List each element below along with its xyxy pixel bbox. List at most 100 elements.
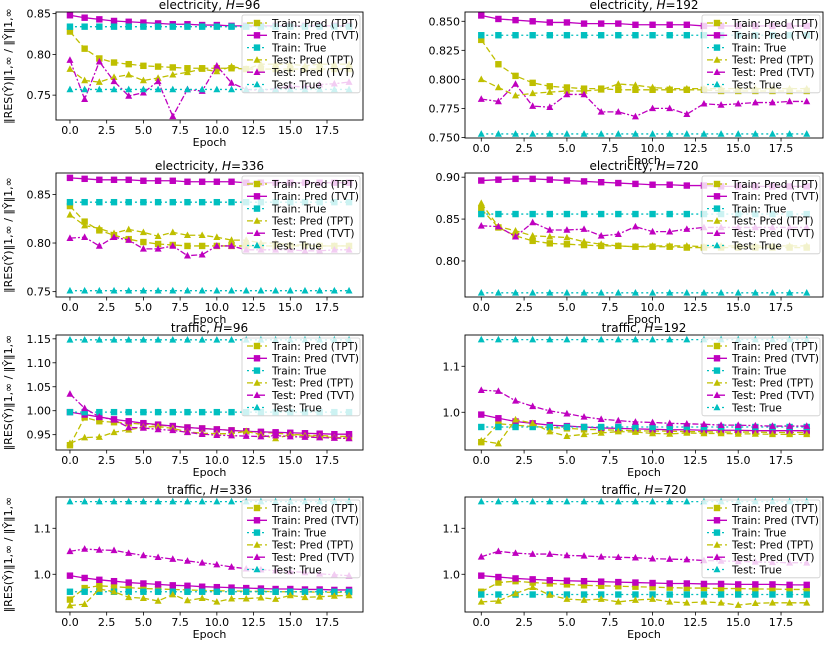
data-point [110, 497, 118, 505]
legend-marker [253, 379, 261, 386]
x-tick-label: 15.0 [278, 454, 303, 467]
data-point [184, 588, 191, 595]
x-tick-label: 10.0 [640, 301, 665, 314]
x-tick-label: 5.0 [135, 124, 153, 137]
data-point [495, 32, 502, 39]
data-point [478, 177, 485, 184]
data-point [301, 588, 309, 595]
x-tick-label: 0.0 [473, 301, 491, 314]
x-tick-label: 0.0 [61, 454, 79, 467]
data-point [139, 551, 147, 559]
x-axis-label: Epoch [627, 313, 661, 326]
legend-label: Test: Pred (TPT) [271, 55, 354, 67]
data-point [140, 177, 147, 184]
x-tick-label: 0.0 [473, 616, 491, 629]
data-point [580, 130, 588, 137]
data-point [666, 32, 673, 39]
data-point [66, 23, 74, 30]
legend-marker [253, 205, 261, 212]
data-point [198, 178, 206, 185]
data-point [494, 387, 502, 394]
data-point [242, 427, 250, 435]
x-tick-label: 0.0 [61, 616, 79, 629]
data-point [546, 240, 553, 247]
data-point [597, 415, 605, 422]
legend-marker [253, 68, 261, 75]
data-point [95, 85, 103, 93]
y-tick-label: 0.85 [436, 213, 461, 226]
data-point [125, 579, 132, 586]
x-tick-label: 12.5 [241, 616, 266, 629]
data-point [66, 174, 74, 182]
legend-marker [713, 391, 721, 398]
data-point [734, 421, 742, 428]
data-point [529, 497, 537, 505]
data-point [580, 210, 588, 218]
chart-title: traffic, H=720 [602, 483, 687, 497]
legend-marker [713, 541, 721, 548]
data-point [110, 583, 118, 590]
data-point [213, 198, 221, 206]
data-point [495, 423, 502, 431]
data-point [717, 101, 725, 108]
subplot-1: 0.0 2.5 5.0 7.5 10.0 12.5 15.0 17.5 0.75 0.80 0.85… [2, 0, 364, 149]
data-point [632, 32, 639, 39]
y-tick-label: 1.1 [443, 522, 461, 535]
legend-box [241, 499, 361, 579]
data-point [169, 497, 177, 505]
data-point [477, 289, 485, 296]
data-point [546, 591, 554, 598]
data-point [666, 227, 674, 235]
data-point [495, 420, 502, 427]
data-point [580, 591, 588, 598]
data-point [563, 210, 571, 218]
legend-box [701, 499, 821, 579]
legend-marker [253, 403, 261, 411]
data-point [495, 15, 502, 23]
data-point [169, 555, 177, 562]
x-tick-label: 15.0 [278, 301, 303, 314]
data-point [512, 423, 519, 431]
legend-label: Test: Pred (TVT) [271, 552, 354, 564]
legend-label: Test: True [271, 79, 322, 91]
data-point [546, 32, 553, 39]
legend-marker [713, 205, 721, 212]
series-test_pred_tvt [477, 386, 811, 429]
legend-label: Test: True [271, 402, 322, 414]
data-point [512, 130, 520, 137]
data-point [529, 419, 537, 427]
data-point [786, 586, 793, 593]
data-point [768, 422, 776, 429]
series-line [69, 214, 350, 247]
legend-label: Train: Pred (TVT) [271, 515, 359, 527]
data-point [169, 426, 177, 434]
data-point [494, 547, 502, 555]
x-tick-label: 0.0 [473, 142, 491, 155]
y-tick-label: 0.850 [429, 15, 461, 28]
axes-frame [464, 496, 824, 613]
data-point [140, 19, 147, 26]
data-point [649, 335, 657, 343]
chart-title: traffic, H=192 [602, 321, 687, 335]
y-tick-label: 1.0 [34, 568, 52, 581]
data-point [614, 427, 622, 435]
x-axis-label: Epoch [193, 628, 227, 641]
data-point [198, 231, 206, 239]
data-point [125, 225, 133, 233]
data-point [125, 408, 132, 416]
x-tick-label: 17.5 [315, 124, 340, 137]
data-point [213, 426, 221, 433]
axes-frame [55, 334, 364, 451]
data-point [632, 423, 639, 431]
data-point [184, 408, 191, 416]
data-point [529, 402, 537, 410]
data-point [154, 553, 162, 561]
data-point [154, 286, 162, 294]
data-point [512, 335, 520, 343]
data-point [213, 598, 221, 605]
data-point [512, 289, 520, 296]
data-point [96, 23, 103, 30]
data-point [546, 423, 553, 431]
data-point [316, 433, 324, 441]
data-point [751, 430, 759, 437]
